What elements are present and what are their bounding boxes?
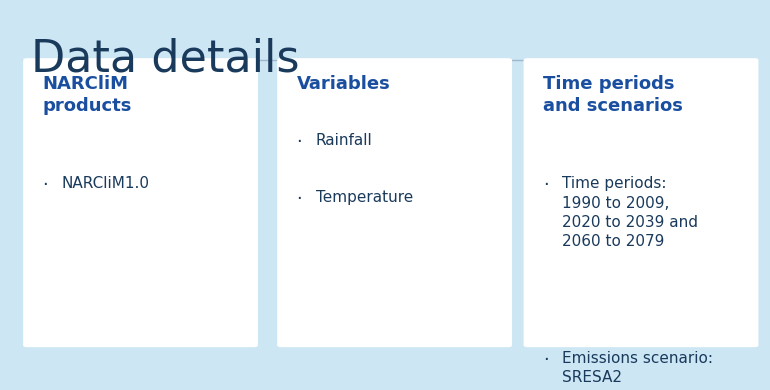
FancyBboxPatch shape — [277, 58, 512, 347]
Text: Emissions scenario:
SRESA2: Emissions scenario: SRESA2 — [562, 351, 713, 385]
Text: ·: · — [543, 176, 548, 194]
Text: Variables: Variables — [296, 75, 390, 93]
Text: Data details: Data details — [31, 37, 300, 80]
Text: ·: · — [296, 190, 302, 207]
Text: Rainfall: Rainfall — [316, 133, 373, 148]
FancyBboxPatch shape — [524, 58, 758, 347]
Text: NARCliM
products: NARCliM products — [42, 75, 132, 115]
Text: Temperature: Temperature — [316, 190, 413, 204]
Text: ·: · — [543, 351, 548, 369]
Text: Time periods:
1990 to 2009,
2020 to 2039 and
2060 to 2079: Time periods: 1990 to 2009, 2020 to 2039… — [562, 176, 698, 249]
Text: ·: · — [42, 176, 48, 194]
Text: Time periods
and scenarios: Time periods and scenarios — [543, 75, 683, 115]
Text: NARCliM1.0: NARCliM1.0 — [62, 176, 149, 191]
Text: ·: · — [296, 133, 302, 151]
FancyBboxPatch shape — [23, 58, 258, 347]
